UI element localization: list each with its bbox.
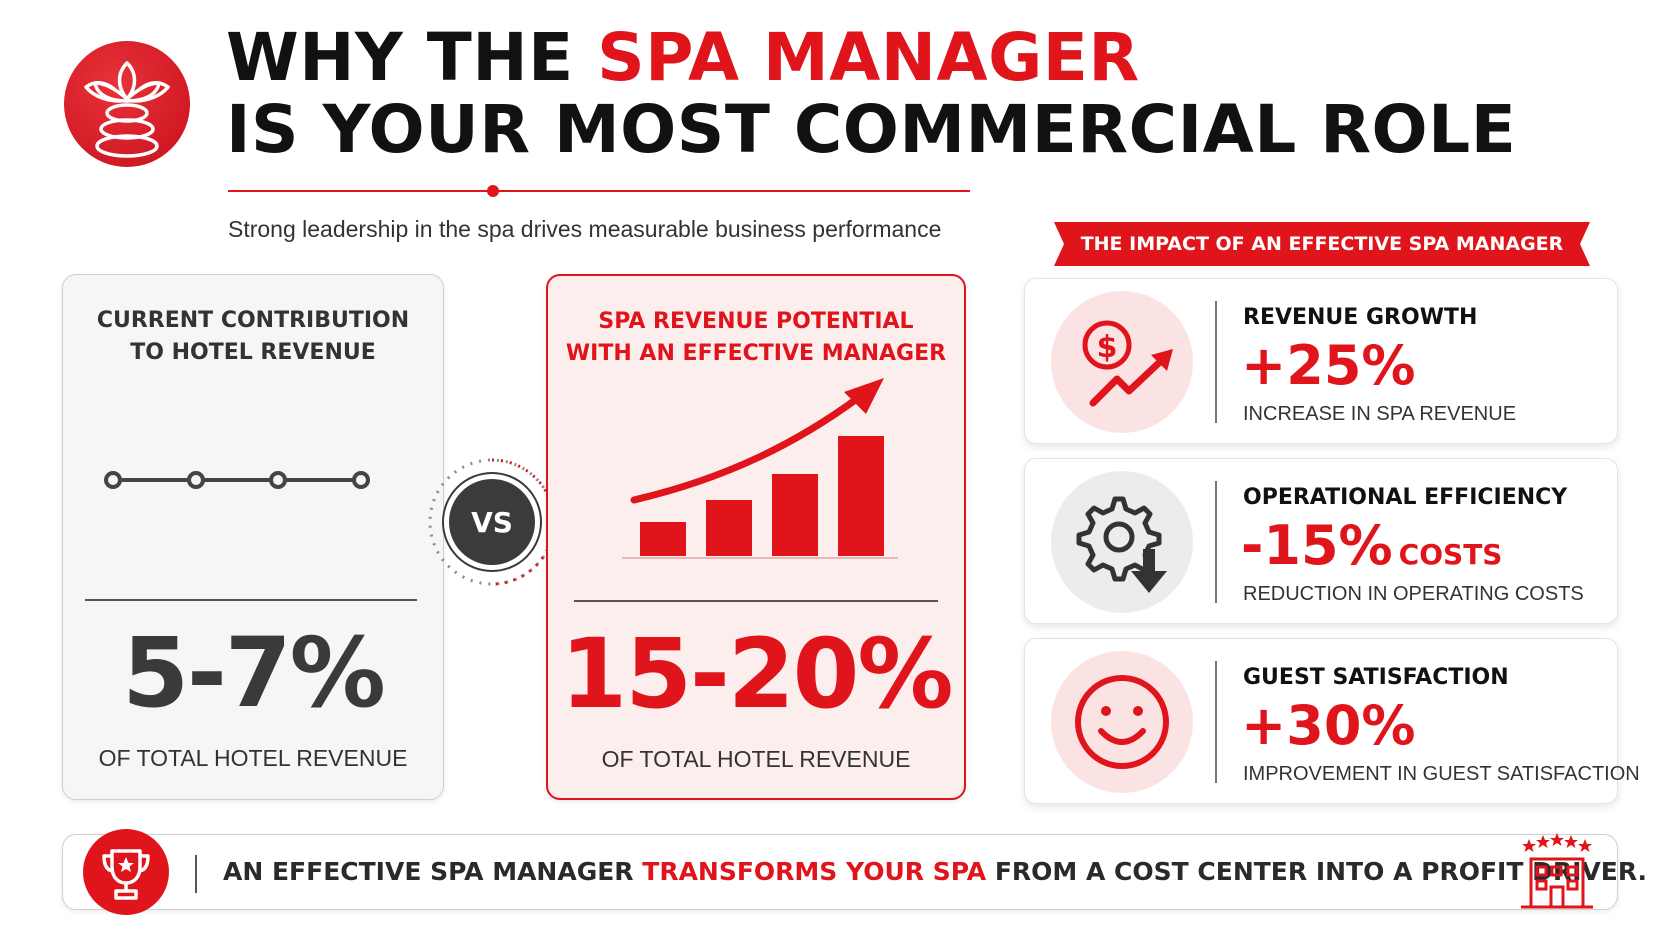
title-highlight: SPA MANAGER	[597, 19, 1140, 96]
impact-value: +25%	[1241, 334, 1416, 397]
impact-card-efficiency: OPERATIONAL EFFICIENCY -15% COSTS REDUCTI…	[1024, 458, 1618, 624]
divider-dot	[487, 185, 499, 197]
smiley-face-icon	[1051, 651, 1193, 793]
impact-description: REDUCTION IN OPERATING COSTS	[1243, 583, 1584, 605]
current-contribution-card: CURRENT CONTRIBUTION TO HOTEL REVENUE 5-…	[62, 274, 444, 800]
current-divider	[85, 599, 417, 601]
flat-line-icon	[104, 471, 370, 489]
vs-label: VS	[444, 474, 540, 570]
impact-description: INCREASE IN SPA REVENUE	[1243, 403, 1517, 425]
impact-label: GUEST SATISFACTION	[1243, 665, 1509, 690]
page-title: WHY THE SPA MANAGER IS YOUR MOST COMMERC…	[226, 19, 1517, 168]
current-value: 5-7%	[122, 617, 386, 729]
bottom-banner: AN EFFECTIVE SPA MANAGER TRANSFORMS YOUR…	[62, 829, 1647, 915]
potential-caption: OF TOTAL HOTEL REVENUE	[601, 746, 911, 772]
impact-label: OPERATIONAL EFFICIENCY	[1243, 485, 1568, 510]
subtitle: Strong leadership in the spa drives meas…	[228, 216, 942, 242]
impact-label: REVENUE GROWTH	[1243, 305, 1478, 330]
trophy-icon	[83, 829, 169, 915]
banner-highlight: TRANSFORMS YOUR SPA	[642, 857, 987, 886]
impact-value: +30%	[1241, 694, 1416, 757]
impact-ribbon: THE IMPACT OF AN EFFECTIVE SPA MANAGER	[1054, 222, 1590, 266]
impact-separator	[1215, 661, 1217, 783]
current-caption: OF TOTAL HOTEL REVENUE	[98, 745, 408, 771]
growth-bar-chart-icon	[622, 378, 898, 559]
hotel-stars-icon	[1515, 829, 1599, 913]
vs-badge: VS	[426, 446, 558, 598]
title-line-2: IS YOUR MOST COMMERCIAL ROLE	[226, 91, 1517, 168]
lotus-stones-icon	[64, 41, 190, 167]
impact-description: IMPROVEMENT IN GUEST SATISFACTION	[1243, 763, 1640, 785]
revenue-potential-card: SPA REVENUE POTENTIAL WITH AN EFFECTIVE …	[546, 274, 966, 800]
impact-value: -15% COSTS	[1241, 514, 1503, 577]
potential-heading: SPA REVENUE POTENTIAL WITH AN EFFECTIVE …	[565, 309, 947, 366]
banner-separator	[195, 855, 197, 893]
potential-value: 15-20%	[560, 618, 953, 730]
svg-text:$: $	[1097, 330, 1118, 365]
impact-unit: COSTS	[1398, 538, 1503, 571]
impact-card-satisfaction: GUEST SATISFACTION +30% IMPROVEMENT IN G…	[1024, 638, 1640, 804]
impact-separator	[1215, 301, 1217, 423]
current-heading: CURRENT CONTRIBUTION TO HOTEL REVENUE	[96, 308, 410, 365]
banner-message: AN EFFECTIVE SPA MANAGER TRANSFORMS YOUR…	[223, 857, 1648, 886]
impact-separator	[1215, 481, 1217, 603]
title-divider	[228, 190, 970, 192]
title-line-1: WHY THE SPA MANAGER	[226, 19, 1140, 96]
gear-down-arrow-icon	[1051, 471, 1193, 613]
potential-divider	[574, 600, 938, 602]
dollar-growth-icon: $	[1051, 291, 1193, 433]
impact-card-revenue: $ REVENUE GROWTH +25% INCREASE IN SPA RE…	[1024, 278, 1618, 444]
